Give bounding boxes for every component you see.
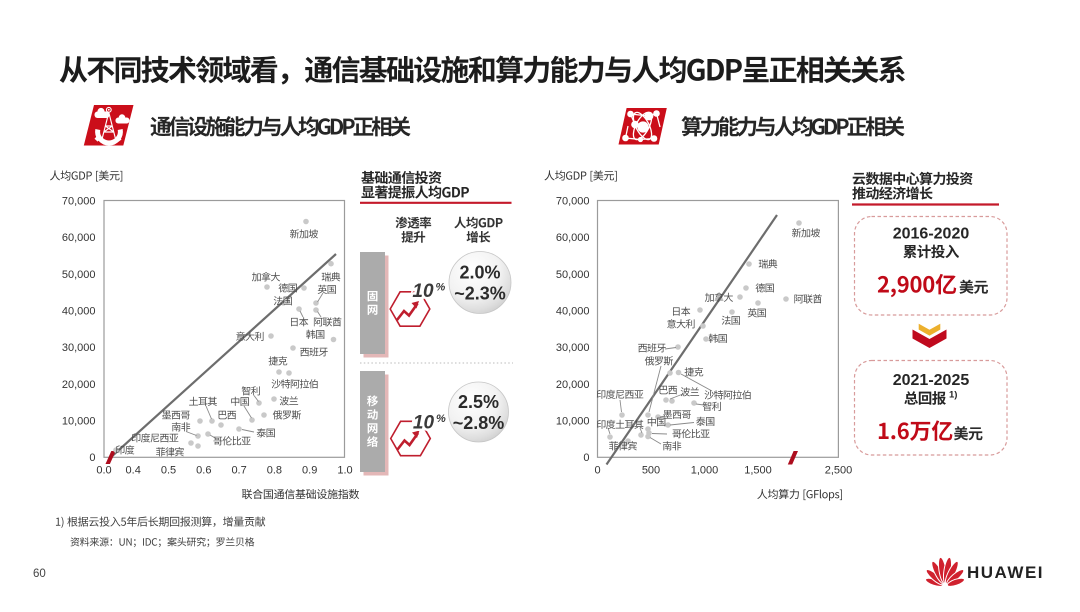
svg-text:10: 10	[413, 413, 435, 434]
svg-text:2.0%: 2.0%	[459, 262, 500, 282]
svg-text:%: %	[436, 282, 446, 294]
svg-text:10: 10	[412, 281, 434, 302]
svg-text:20,000: 20,000	[62, 379, 96, 391]
svg-text:50,000: 50,000	[556, 269, 590, 281]
svg-text:10,000: 10,000	[556, 416, 590, 428]
svg-text:60,000: 60,000	[62, 232, 96, 244]
svg-text:~2.8%: ~2.8%	[453, 413, 505, 433]
svg-text:0.8: 0.8	[267, 464, 282, 476]
svg-text:30,000: 30,000	[556, 342, 590, 354]
svg-text:60: 60	[33, 568, 46, 580]
svg-text:2,500: 2,500	[825, 464, 853, 476]
svg-text:20,000: 20,000	[556, 379, 590, 391]
svg-text:0.5: 0.5	[161, 464, 176, 476]
svg-text:2021-2025: 2021-2025	[893, 372, 970, 389]
svg-text:0: 0	[89, 452, 95, 464]
svg-text:1,000: 1,000	[691, 464, 719, 476]
svg-text:30,000: 30,000	[62, 342, 96, 354]
svg-text:0.4: 0.4	[126, 464, 141, 476]
svg-text:1): 1)	[949, 390, 957, 401]
svg-text:1.0: 1.0	[337, 464, 352, 476]
svg-text:0.9: 0.9	[302, 464, 317, 476]
svg-text:500: 500	[642, 464, 660, 476]
svg-text:40,000: 40,000	[62, 306, 96, 318]
svg-text:0: 0	[583, 452, 589, 464]
svg-text:70,000: 70,000	[556, 195, 590, 207]
svg-text:60,000: 60,000	[556, 232, 590, 244]
svg-text:40,000: 40,000	[556, 306, 590, 318]
svg-text:50,000: 50,000	[62, 269, 96, 281]
svg-text:0: 0	[594, 464, 600, 476]
svg-text:1,500: 1,500	[744, 464, 772, 476]
svg-text:%: %	[436, 413, 446, 425]
svg-text:2.5%: 2.5%	[458, 392, 499, 412]
svg-text:0.0: 0.0	[96, 464, 111, 476]
svg-text:~2.3%: ~2.3%	[454, 284, 506, 304]
svg-text:0.6: 0.6	[196, 464, 211, 476]
svg-text:0.7: 0.7	[231, 464, 246, 476]
svg-text:2016-2020: 2016-2020	[893, 226, 970, 243]
svg-text:10,000: 10,000	[62, 416, 96, 428]
svg-text:70,000: 70,000	[62, 195, 96, 207]
svg-text:HUAWEI: HUAWEI	[967, 563, 1044, 582]
